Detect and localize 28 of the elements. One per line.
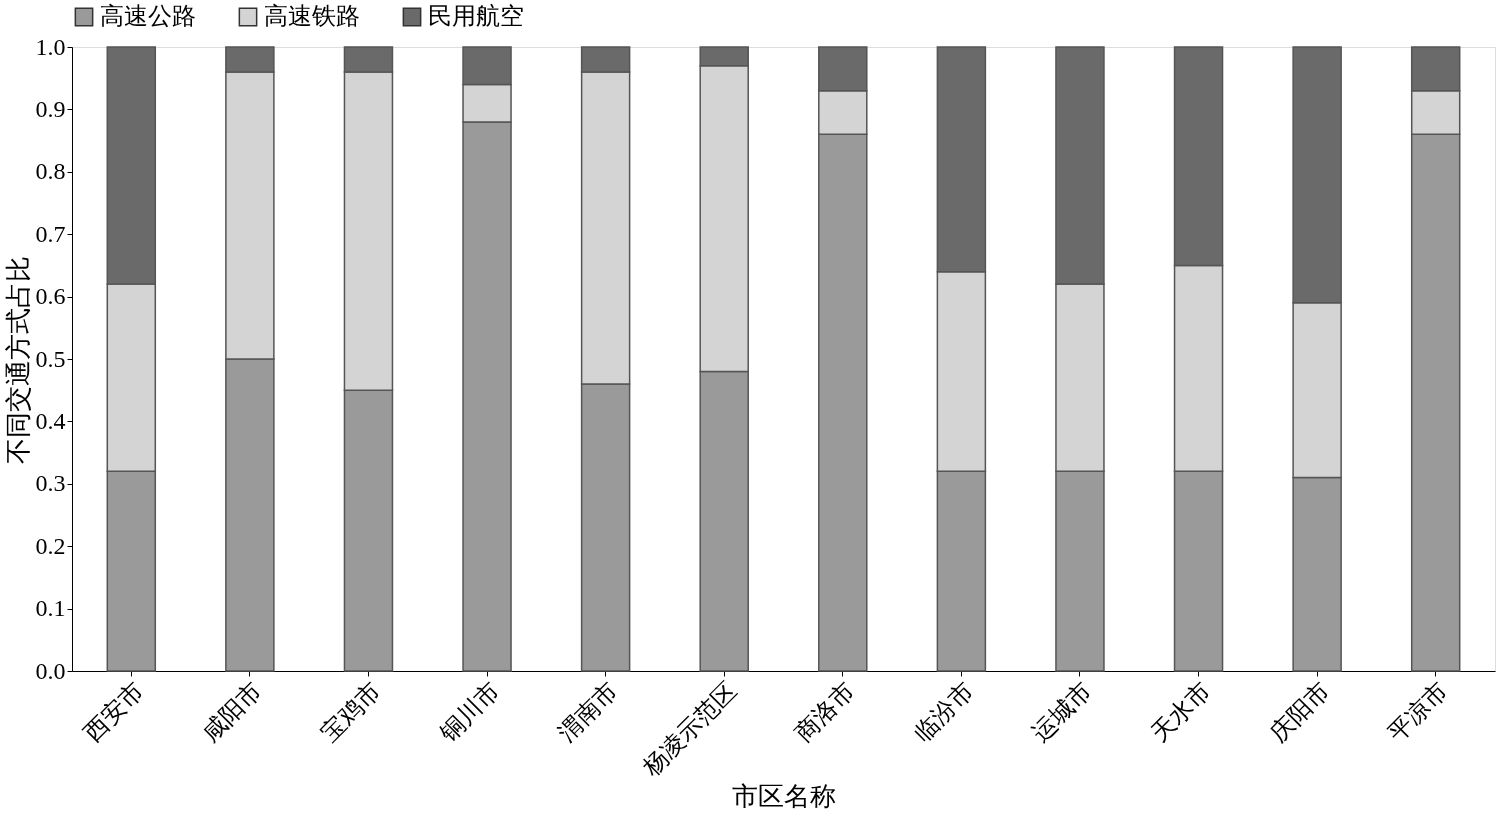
y-tick-label: 0.9 bbox=[35, 95, 66, 122]
x-tick-label: 西安市 bbox=[78, 677, 149, 747]
y-tick-label: 0.1 bbox=[35, 595, 66, 622]
y-tick-label: 0.7 bbox=[35, 220, 66, 247]
legend-label: 高速公路 bbox=[100, 3, 196, 29]
x-axis-title: 市区名称 bbox=[732, 782, 836, 812]
x-tick-label: 铜川市 bbox=[434, 677, 505, 748]
y-tick-label: 0.4 bbox=[35, 407, 66, 434]
x-tick-label: 庆阳市 bbox=[1264, 677, 1335, 747]
x-tick-label: 临汾市 bbox=[909, 677, 979, 747]
x-tick-label: 咸阳市 bbox=[197, 677, 267, 747]
y-tick-label: 0.5 bbox=[35, 345, 66, 372]
y-tick-label: 0.6 bbox=[35, 283, 66, 310]
legend-label: 高速铁路 bbox=[264, 3, 360, 29]
x-tick-label: 商洛市 bbox=[790, 677, 860, 747]
x-tick-label: 运城市 bbox=[1027, 677, 1097, 747]
y-tick-label: 0.0 bbox=[35, 657, 66, 684]
x-tick-label: 渭南市 bbox=[553, 677, 623, 747]
x-tick-label: 平凉市 bbox=[1383, 677, 1453, 747]
x-tick-label: 宝鸡市 bbox=[316, 677, 386, 747]
y-axis-title: 不同交通方式占比 bbox=[3, 255, 33, 464]
y-tick-label: 1.0 bbox=[35, 33, 66, 60]
legend-label: 民用航空 bbox=[428, 3, 524, 29]
y-tick-label: 0.3 bbox=[35, 470, 66, 497]
y-tick-label: 0.2 bbox=[35, 532, 66, 559]
x-tick-label: 天水市 bbox=[1146, 677, 1216, 747]
x-tick-label: 杨凌示范区 bbox=[637, 677, 742, 782]
y-tick-label: 0.8 bbox=[35, 158, 66, 185]
